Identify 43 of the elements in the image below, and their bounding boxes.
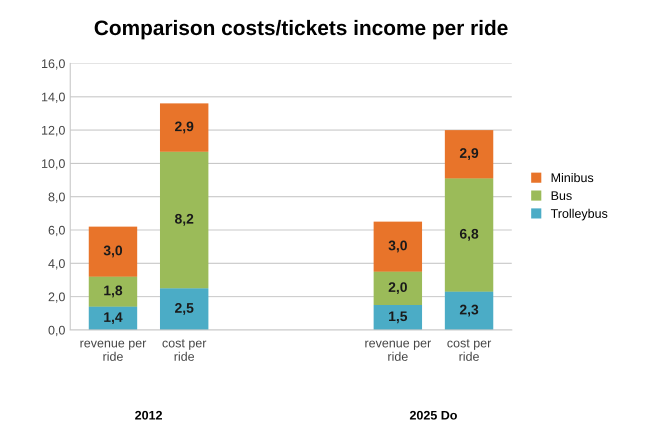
- data-label: 2,0: [388, 282, 407, 294]
- text: 2025 Do: [410, 410, 457, 420]
- data-label: 8,2: [174, 214, 194, 226]
- legend-label: Minibus: [552, 172, 594, 182]
- bar: [160, 288, 208, 330]
- bar: [444, 178, 494, 292]
- y-tick-label: 14,0: [42, 92, 65, 103]
- bar: [88, 226, 138, 277]
- bar: [160, 152, 208, 288]
- data-label: 1,8: [104, 286, 122, 298]
- data-label: 6,8: [460, 228, 478, 241]
- y-tick-label: 16,0: [42, 59, 65, 70]
- data-label: 1,4: [104, 312, 123, 324]
- data-label: 2,5: [175, 303, 194, 315]
- bar: [444, 130, 494, 178]
- legend-label: Trolleybus: [550, 208, 608, 220]
- x-tick-label: revenue per ride: [365, 340, 431, 361]
- data-label: 2,3: [460, 304, 478, 317]
- y-tick-label: 10,0: [42, 159, 65, 170]
- y-tick-label: 6,0: [48, 226, 65, 236]
- y-tick-label: 0,0: [48, 326, 65, 336]
- text: 2012: [135, 410, 162, 420]
- bar: [160, 103, 208, 152]
- bar: [444, 292, 494, 330]
- bar: [374, 304, 422, 330]
- bar: [88, 306, 138, 330]
- y-tick-label: 12,0: [42, 126, 65, 136]
- x-tick-label: revenue per ride: [80, 340, 146, 361]
- data-label: 3,0: [388, 240, 407, 252]
- bar: [374, 222, 422, 272]
- y-tick-label: 2,0: [48, 292, 65, 303]
- data-label: 1,5: [389, 311, 408, 324]
- bar: [88, 276, 138, 307]
- bar: [374, 272, 422, 305]
- y-tick-label: 8,0: [48, 192, 65, 203]
- y-tick-label: 4,0: [48, 259, 65, 270]
- data-label: 2,9: [460, 148, 478, 160]
- x-tick-label: cost per ride: [447, 339, 492, 361]
- chart-title: Comparison costs/tickets income per ride: [94, 20, 508, 40]
- data-label: 3,0: [104, 246, 122, 258]
- data-label: 2,9: [175, 121, 194, 134]
- legend-label: Bus: [552, 191, 572, 200]
- x-tick-label: cost per ride: [162, 339, 206, 361]
